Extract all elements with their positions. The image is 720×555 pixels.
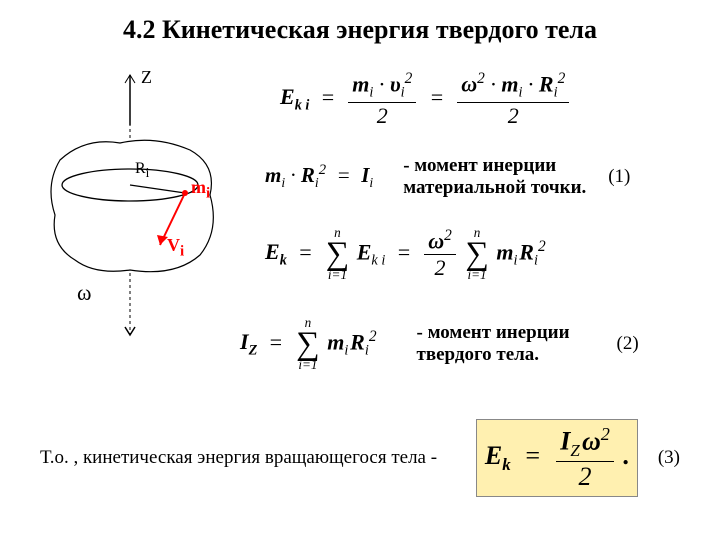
content-area: Z Ri mi Vi ω Ek i = mi · υi2 2 = ω2 · mi…: [0, 55, 720, 515]
equation-kinetic-particle: Ek i = mi · υi2 2 = ω2 · mi · Ri2 2: [280, 70, 571, 129]
equation-moment-body: IZ = n∑i=1 mi Ri2 - момент инерции тверд…: [240, 315, 695, 373]
final-text: Т.о. , кинетическая энергия вращающегося…: [40, 447, 437, 469]
eqnum-2: (2): [617, 333, 639, 355]
z-axis-label: Z: [141, 67, 152, 88]
final-formula-box: Ek = IZ ω2 2 .: [476, 419, 638, 497]
eqnum-3: (3): [658, 447, 680, 469]
section-title: 4.2 Кинетическая энергия твердого тела: [0, 15, 720, 45]
equation-moment-point: mi · Ri2 = Ii - момент инерции материаль…: [265, 155, 695, 199]
omega-label: ω: [77, 280, 91, 306]
mass-label: mi: [191, 177, 210, 203]
final-conclusion-row: Т.о. , кинетическая энергия вращающегося…: [40, 419, 680, 497]
note-moment-point: - момент инерции материальной точки.: [403, 155, 598, 199]
note-moment-body: - момент инерции твердого тела.: [417, 322, 607, 366]
velocity-label: Vi: [167, 235, 184, 261]
rotating-body-diagram: Z Ri mi Vi ω: [35, 65, 235, 345]
eqnum-1: (1): [608, 166, 630, 188]
equation-kinetic-sum: Ek = n∑i=1 Ek i = ω2 2 n∑i=1 mi Ri2: [265, 225, 546, 283]
radius-label: Ri: [135, 160, 149, 181]
